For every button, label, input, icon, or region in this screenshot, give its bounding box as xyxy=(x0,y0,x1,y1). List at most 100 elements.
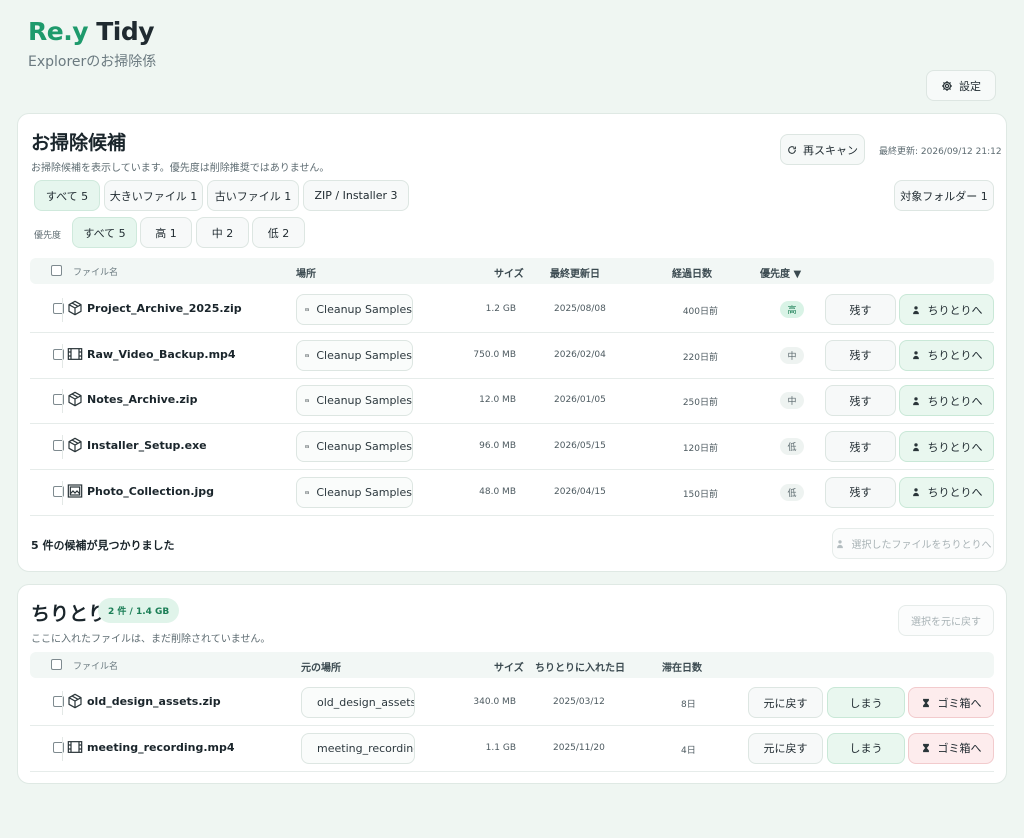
row-checkbox[interactable] xyxy=(53,741,64,753)
row-checkbox[interactable] xyxy=(53,394,64,406)
file-size: 1.2 GB xyxy=(485,304,516,314)
original-location-button[interactable]: meeting_recording xyxy=(301,732,415,764)
move-selected-button[interactable]: 選択したファイルをちりとりへ xyxy=(832,528,994,559)
move-to-dustpan-button[interactable]: ちりとりへ xyxy=(899,339,994,371)
keep-button[interactable]: 残す xyxy=(825,294,896,325)
col-modified: 最終更新日 xyxy=(550,269,600,280)
move-to-dustpan-button[interactable]: ちりとりへ xyxy=(899,476,994,508)
row-checkbox[interactable] xyxy=(53,485,64,497)
location-button[interactable]: Cleanup Samples xyxy=(296,476,413,508)
file-name: Project_Archive_2025.zip xyxy=(87,302,242,315)
trash-col-name: ファイル名 xyxy=(73,662,119,672)
location-button[interactable]: Cleanup Samples xyxy=(296,294,413,325)
app-header: Re.y Tidy Explorerのお掃除係 xyxy=(28,16,156,71)
file-size: 12.0 MB xyxy=(479,395,516,406)
trash-count-badge: 2 件 / 1.4 GB xyxy=(98,598,180,623)
modified-date: 2026/01/05 xyxy=(554,395,606,406)
image-icon xyxy=(67,483,83,499)
row-divider xyxy=(62,389,63,414)
file-size: 750.0 MB xyxy=(473,349,516,360)
folder-icon xyxy=(305,491,309,494)
stay-days: 8日 xyxy=(681,700,696,710)
priority-filter-high[interactable]: 高 1 xyxy=(140,217,192,248)
filter-old-files[interactable]: 古いファイル 1 xyxy=(207,180,299,211)
filter-all[interactable]: すべて 5 xyxy=(34,180,100,211)
col-size: サイズ xyxy=(494,269,524,280)
location-label: meeting_recording xyxy=(317,741,415,755)
col-priority[interactable]: 優先度 ▼ xyxy=(760,269,802,280)
filter-zip-installer[interactable]: ZIP / Installer 3 xyxy=(303,180,409,211)
move-selected-label: 選択したファイルをちりとりへ xyxy=(851,540,992,551)
file-size: 96.0 MB xyxy=(479,441,516,452)
keep-button[interactable]: 残す xyxy=(825,339,896,371)
row-checkbox[interactable] xyxy=(53,696,64,707)
elapsed-days: 120日前 xyxy=(682,444,718,455)
trash-bin-icon xyxy=(922,743,929,753)
priority-filter-all[interactable]: すべて 5 xyxy=(72,217,137,248)
target-folder-button[interactable]: 対象フォルダー 1 xyxy=(894,180,994,211)
restore-button[interactable]: 元に戻す xyxy=(748,687,823,718)
col-name: ファイル名 xyxy=(73,268,119,278)
keep-button[interactable]: 残す xyxy=(825,476,896,508)
restore-button[interactable]: 元に戻す xyxy=(748,732,823,764)
trash-select-all-checkbox[interactable] xyxy=(51,659,62,670)
priority-badge: 高 xyxy=(780,301,804,318)
folder-icon xyxy=(305,353,309,357)
rescan-button[interactable]: 再スキャン xyxy=(780,134,865,165)
file-name: Photo_Collection.jpg xyxy=(87,484,215,498)
film-icon xyxy=(67,346,83,362)
original-location-button[interactable]: old_design_assets xyxy=(301,687,415,718)
location-label: Cleanup Samples xyxy=(316,440,412,454)
move-to-dustpan-button[interactable]: ちりとりへ xyxy=(899,431,994,463)
location-label: old_design_assets xyxy=(317,696,415,709)
move-to-trash-button[interactable]: ゴミ箱へ xyxy=(908,732,994,764)
folder-icon xyxy=(305,399,309,403)
trash-col-original-location: 元の場所 xyxy=(301,663,341,674)
move-to-dustpan-label: ちりとりへ xyxy=(927,303,983,317)
table-row: meeting_recording.mp4 meeting_recording 1.… xyxy=(30,726,994,772)
added-date: 2025/03/12 xyxy=(553,697,605,707)
trash-col-added: ちりとりに入れた日 xyxy=(535,663,625,674)
dustpan-icon xyxy=(912,488,919,497)
file-name: meeting_recording.mp4 xyxy=(87,740,235,754)
candidates-description: お掃除候補を表示しています。優先度は削除推奨ではありません。 xyxy=(31,163,330,174)
app-subtitle: Explorerのお掃除係 xyxy=(28,54,157,70)
elapsed-days: 250日前 xyxy=(682,398,718,409)
location-button[interactable]: Cleanup Samples xyxy=(296,385,413,417)
priority-badge: 低 xyxy=(780,483,804,501)
modified-date: 2026/05/15 xyxy=(554,441,606,452)
settings-button[interactable]: 設定 xyxy=(926,70,996,101)
archive-icon xyxy=(67,437,83,453)
row-checkbox[interactable] xyxy=(53,303,64,314)
modified-date: 2025/08/08 xyxy=(554,304,606,314)
restore-selected-button[interactable]: 選択を元に戻す xyxy=(898,605,994,636)
archive-icon xyxy=(67,300,83,316)
select-all-checkbox[interactable] xyxy=(51,265,62,276)
location-button[interactable]: Cleanup Samples xyxy=(296,339,413,371)
store-button[interactable]: しまう xyxy=(827,687,905,718)
location-button[interactable]: Cleanup Samples xyxy=(296,431,413,463)
priority-filter-label: 優先度 xyxy=(34,231,62,241)
col-location: 場所 xyxy=(296,269,316,280)
table-row: Installer_Setup.exe Cleanup Samples 96.0 M… xyxy=(30,424,994,471)
keep-button[interactable]: 残す xyxy=(825,431,896,463)
row-divider xyxy=(62,435,63,460)
gear-icon xyxy=(942,80,952,91)
row-checkbox[interactable] xyxy=(53,440,64,452)
keep-button[interactable]: 残す xyxy=(825,385,896,417)
trash-bin-icon xyxy=(922,698,929,707)
move-to-trash-button[interactable]: ゴミ箱へ xyxy=(908,687,994,718)
store-button[interactable]: しまう xyxy=(827,732,905,764)
row-checkbox[interactable] xyxy=(53,348,64,360)
location-label: Cleanup Samples xyxy=(316,394,412,408)
move-to-dustpan-button[interactable]: ちりとりへ xyxy=(899,385,994,417)
filter-large-files[interactable]: 大きいファイル 1 xyxy=(104,180,203,211)
app-title-brand: Re.y xyxy=(28,17,89,46)
file-name: Installer_Setup.exe xyxy=(87,439,207,453)
priority-filter-mid[interactable]: 中 2 xyxy=(196,217,249,248)
stay-days: 4日 xyxy=(681,745,696,756)
table-row: Project_Archive_2025.zip Cleanup Samples 1… xyxy=(30,287,994,333)
archive-icon xyxy=(67,391,83,407)
priority-filter-low[interactable]: 低 2 xyxy=(252,217,305,248)
move-to-dustpan-button[interactable]: ちりとりへ xyxy=(899,294,994,325)
